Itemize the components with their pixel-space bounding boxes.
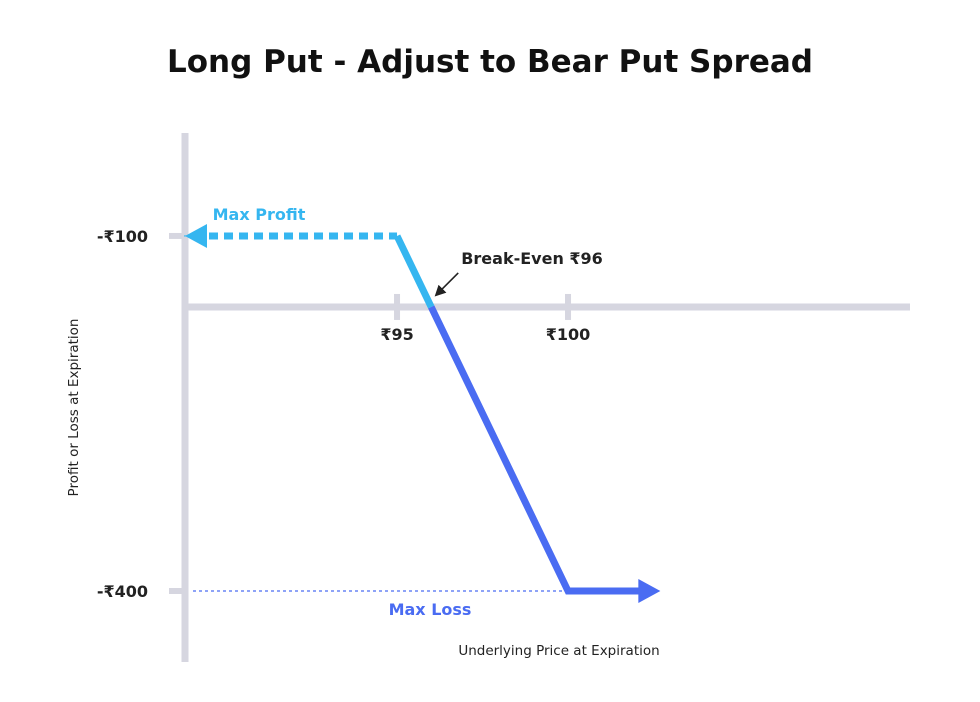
- x-tick-label-95: ₹95: [380, 325, 413, 344]
- max-loss-label: Max Loss: [389, 600, 472, 619]
- profit-slope-line: [393, 234, 435, 309]
- break-even-arrow-icon: [434, 272, 459, 297]
- x-tick-label-100: ₹100: [546, 325, 591, 344]
- chart-title: Long Put - Adjust to Bear Put Spread: [167, 44, 813, 80]
- break-even-label: Break-Even ₹96: [461, 249, 603, 268]
- y-tick-label-100: -₹100: [97, 227, 148, 246]
- loss-line: [428, 305, 643, 595]
- y-axis-title: Profit or Loss at Expiration: [66, 319, 82, 497]
- x-axis-title: Underlying Price at Expiration: [458, 643, 659, 659]
- left-arrow-head: [185, 223, 207, 248]
- right-arrow-head: [638, 578, 661, 603]
- y-tick-label-minus-400: -₹400: [97, 582, 148, 601]
- max-profit-label: Max Profit: [213, 205, 306, 224]
